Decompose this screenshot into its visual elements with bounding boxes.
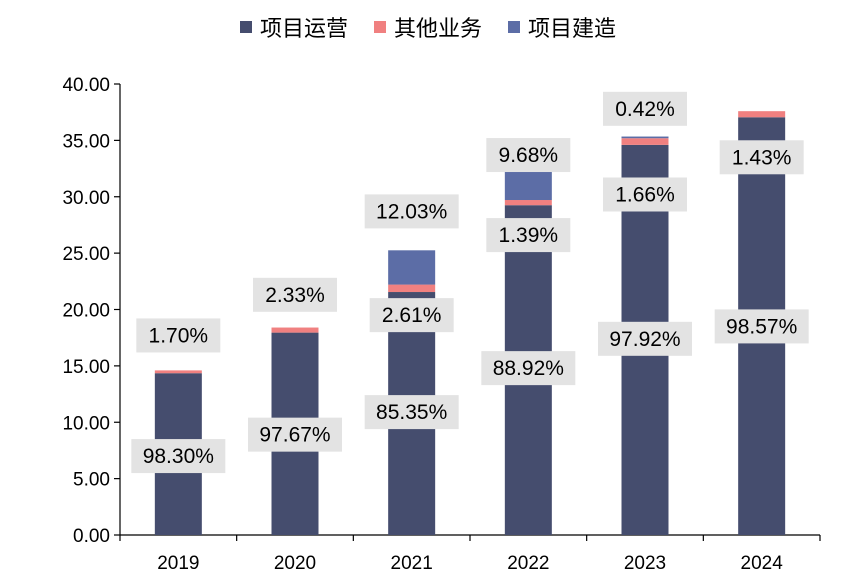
data-label-text: 1.66% — [615, 183, 675, 206]
data-label-text: 1.70% — [149, 324, 209, 347]
x-tick-label: 2021 — [391, 553, 433, 574]
data-label: 12.03% — [364, 194, 459, 229]
data-label: 88.92% — [481, 351, 576, 386]
data-label: 85.35% — [364, 395, 459, 430]
data-label: 2.61% — [369, 298, 454, 333]
data-label: 1.43% — [719, 140, 804, 175]
data-label: 97.67% — [248, 417, 342, 452]
data-label-text: 0.42% — [615, 98, 675, 121]
y-tick-label: 20.00 — [62, 301, 110, 322]
x-tick-label: 2019 — [157, 553, 199, 574]
bar-segment — [621, 136, 669, 139]
legend-swatch-other — [373, 21, 386, 33]
data-label: 1.39% — [486, 218, 571, 253]
legend-swatch-construction — [508, 21, 520, 33]
y-tick-label: 35.00 — [62, 131, 110, 152]
bar-segment — [388, 250, 436, 285]
x-tick-label: 2024 — [741, 553, 784, 574]
data-label-text: 1.43% — [732, 146, 792, 169]
bar-segment — [271, 327, 319, 333]
y-tick-label: 25.00 — [62, 244, 110, 265]
x-tick-label: 2022 — [507, 553, 549, 574]
y-tick-label: 10.00 — [62, 413, 110, 434]
x-tick-label: 2023 — [624, 553, 666, 574]
data-label: 1.66% — [603, 177, 687, 212]
bar-segment — [504, 200, 552, 206]
data-label: 98.30% — [131, 439, 226, 474]
data-label-text: 9.68% — [499, 144, 559, 167]
data-label-box — [714, 309, 809, 344]
bar-segment — [738, 111, 786, 118]
data-label-text: 97.92% — [609, 328, 680, 351]
data-label-text: 1.39% — [499, 224, 559, 247]
legend-label-construction: 项目建造 — [528, 16, 617, 41]
legend-item-operation: 项目运营 — [239, 11, 348, 43]
y-tick-label: 30.00 — [62, 188, 110, 209]
data-label-box — [364, 395, 459, 430]
data-label-box — [136, 318, 221, 353]
data-label: 0.42% — [603, 91, 687, 126]
data-label-text: 97.67% — [259, 424, 330, 447]
legend-label-other: 其他业务 — [393, 16, 482, 41]
legend-item-construction: 项目建造 — [508, 11, 616, 43]
legend: 项目运营 其他业务 项目建造 — [0, 10, 856, 44]
data-label-box — [253, 277, 337, 312]
data-label-text: 85.35% — [376, 401, 447, 424]
data-label: 2.33% — [253, 277, 337, 312]
x-tick-label: 2020 — [274, 553, 316, 574]
data-label-box — [598, 321, 692, 356]
data-label: 97.92% — [598, 321, 692, 356]
legend-item-other: 其他业务 — [373, 11, 482, 43]
y-tick-label: 5.00 — [73, 470, 110, 491]
data-label-box — [369, 298, 454, 333]
bar-segment — [388, 284, 436, 293]
data-label-box — [719, 140, 804, 175]
data-label-box — [603, 177, 687, 212]
data-label: 9.68% — [486, 138, 571, 173]
data-label-text: 98.30% — [143, 445, 214, 468]
legend-label-operation: 项目运营 — [259, 16, 348, 41]
data-label-text: 12.03% — [376, 200, 447, 223]
data-label-text: 98.57% — [726, 315, 797, 338]
data-label: 1.70% — [136, 318, 221, 353]
bar-segment — [154, 370, 202, 374]
y-tick-label: 0.00 — [73, 526, 110, 547]
data-label-box — [481, 351, 576, 386]
data-label-text: 2.61% — [382, 304, 442, 327]
data-label-box — [248, 417, 342, 452]
data-label-text: 2.33% — [265, 284, 325, 307]
bar-segment — [621, 138, 669, 145]
data-label: 98.57% — [714, 309, 809, 344]
data-label-box — [603, 91, 687, 126]
legend-swatch-operation — [239, 21, 252, 33]
data-label-box — [486, 138, 571, 173]
y-tick-label: 15.00 — [62, 357, 110, 378]
y-tick-label: 40.00 — [62, 75, 110, 96]
data-label-text: 88.92% — [493, 357, 564, 380]
data-label-box — [486, 218, 571, 253]
data-label-box — [364, 194, 459, 229]
data-label-box — [131, 439, 226, 474]
